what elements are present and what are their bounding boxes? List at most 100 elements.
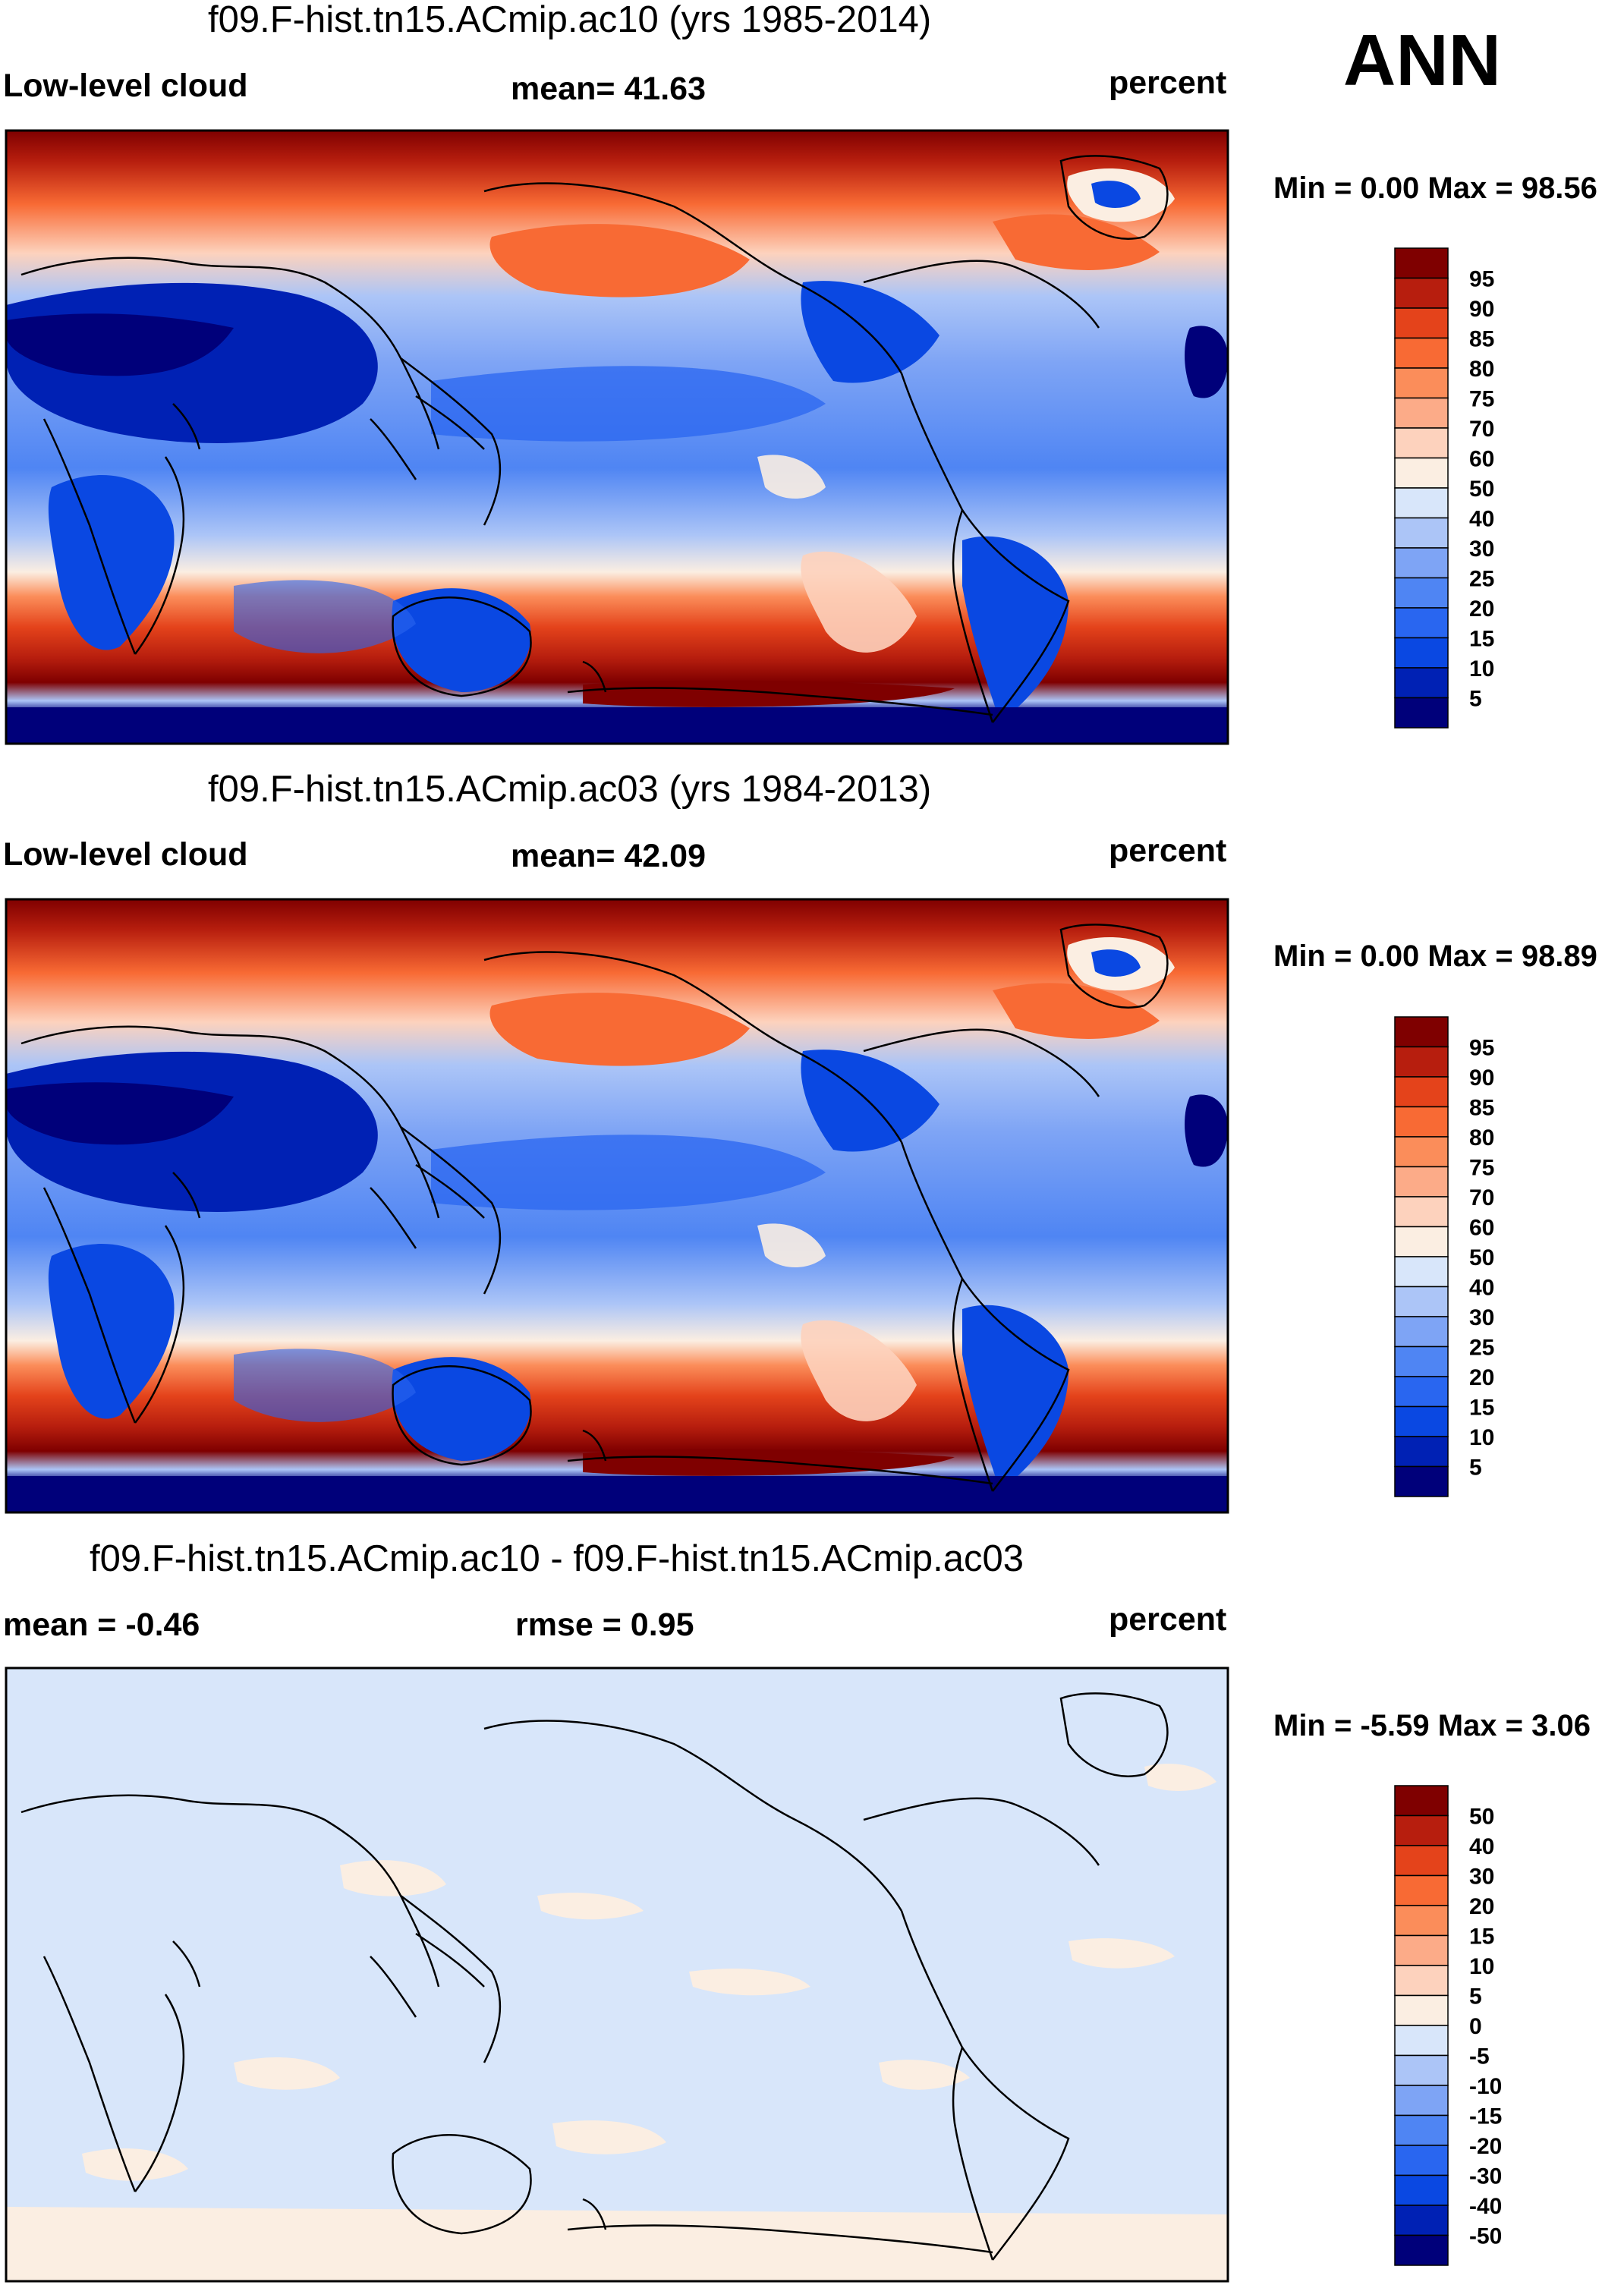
panel1-colorbar-tick-label: 5 [1469, 687, 1482, 712]
panel2-minmax: Min = 0.00 Max = 98.89 [1273, 939, 1597, 973]
panel2-colorbar-tick-label: 80 [1469, 1125, 1494, 1150]
panel3-colorbar-box [1394, 2234, 1449, 2266]
panel2-units-label: percent [1109, 832, 1227, 869]
panel2-colorbar-box [1394, 1196, 1449, 1228]
panel1-colorbar-tick-label: 20 [1469, 596, 1494, 622]
panel2-colorbar-box [1394, 1256, 1449, 1288]
panel3-minmax: Min = -5.59 Max = 3.06 [1273, 1709, 1591, 1742]
panel1-colorbar-tick-label: 40 [1469, 507, 1494, 532]
panel3-map [6, 1668, 1228, 2281]
panel1-colorbar-box [1394, 547, 1449, 579]
panel3-colorbar-tick-label: -10 [1469, 2074, 1502, 2099]
panel3-colorbar-box [1394, 1874, 1449, 1906]
panel1-colorbar-box [1394, 427, 1449, 459]
panel1-colorbar-tick-label: 30 [1469, 537, 1494, 562]
panel1-colorbar-box [1394, 307, 1449, 339]
panel2-colorbar-box [1394, 1016, 1449, 1048]
panel2-colorbar-box [1394, 1166, 1449, 1198]
panel2-colorbar-tick-label: 50 [1469, 1245, 1494, 1270]
panel2-map [6, 899, 1228, 1512]
panel1-colorbar-box [1394, 247, 1449, 279]
panel1-colorbar-tick-label: 75 [1469, 387, 1494, 412]
panel1-mean-label: mean= 41.63 [511, 71, 706, 107]
panel2-colorbar-box [1394, 1076, 1449, 1108]
panel1-colorbar-tick-label: 85 [1469, 327, 1494, 352]
panel2-variable-label: Low-level cloud [3, 836, 248, 873]
panel1-colorbar-tick-label: 90 [1469, 297, 1494, 322]
panel3-map-frame [5, 1667, 1229, 2283]
panel3-colorbar-tick-label: 5 [1469, 1984, 1482, 2010]
panel3-colorbar-box [1394, 2054, 1449, 2086]
season-label: ANN [1343, 20, 1501, 101]
panel2-colorbar-box [1394, 1465, 1449, 1497]
panel1-colorbar-box [1394, 517, 1449, 549]
panel1-minmax: Min = 0.00 Max = 98.56 [1273, 172, 1597, 205]
panel3-colorbar-box [1394, 2085, 1449, 2117]
panel1-colorbar-box [1394, 487, 1449, 519]
panel1-units-label: percent [1109, 65, 1227, 101]
panel1-colorbar-box [1394, 637, 1449, 669]
panel3-title: f09.F-hist.tn15.ACmip.ac10 - f09.F-hist.… [90, 1538, 1024, 1579]
panel2-colorbar-tick-label: 40 [1469, 1276, 1494, 1301]
panel3-rmse-label: rmse = 0.95 [515, 1607, 694, 1643]
panel1-title: f09.F-hist.tn15.ACmip.ac10 (yrs 1985-201… [208, 0, 932, 40]
panel2-colorbar-box [1394, 1405, 1449, 1437]
panel2-colorbar-tick-label: 5 [1469, 1456, 1482, 1481]
panel3-colorbar-tick-label: -40 [1469, 2194, 1502, 2219]
panel1-colorbar-tick-label: 70 [1469, 417, 1494, 442]
panel2-colorbar-box [1394, 1376, 1449, 1408]
panel3-colorbar-tick-label: 20 [1469, 1894, 1494, 1919]
panel2-colorbar-tick-label: 85 [1469, 1096, 1494, 1121]
panel1-colorbar-box [1394, 337, 1449, 369]
panel3-colorbar-box [1394, 1845, 1449, 1877]
panel3-colorbar-box [1394, 2174, 1449, 2206]
panel2-colorbar-box [1394, 1436, 1449, 1468]
panel3-units-label: percent [1109, 1601, 1227, 1638]
panel2-colorbar-tick-label: 20 [1469, 1365, 1494, 1390]
panel1-colorbar-tick-label: 10 [1469, 656, 1494, 681]
panel3-colorbar-tick-label: 10 [1469, 1954, 1494, 1979]
panel1-colorbar-tick-label: 60 [1469, 447, 1494, 472]
panel1-colorbar-box [1394, 277, 1449, 309]
panel2-colorbar-box [1394, 1286, 1449, 1317]
panel2-title: f09.F-hist.tn15.ACmip.ac03 (yrs 1984-201… [208, 769, 932, 810]
panel3-colorbar-box [1394, 1814, 1449, 1846]
panel2-colorbar-tick-label: 30 [1469, 1305, 1494, 1330]
panel3-colorbar-tick-label: -20 [1469, 2134, 1502, 2159]
panel3-colorbar-tick-label: 50 [1469, 1805, 1494, 1830]
panel2-colorbar-tick-label: 75 [1469, 1156, 1494, 1181]
panel3-colorbar-tick-label: -5 [1469, 2044, 1490, 2069]
panel1-colorbar-tick-label: 25 [1469, 567, 1494, 592]
panel1-colorbar-tick-label: 95 [1469, 267, 1494, 292]
panel2-colorbar-tick-label: 60 [1469, 1216, 1494, 1241]
panel3-colorbar-box [1394, 1965, 1449, 1997]
panel1-colorbar-box [1394, 697, 1449, 729]
panel2-colorbar-tick-label: 10 [1469, 1425, 1494, 1450]
panel2-colorbar-tick-label: 90 [1469, 1065, 1494, 1091]
panel1-colorbar-tick-label: 15 [1469, 627, 1494, 652]
panel3-colorbar-box [1394, 2205, 1449, 2236]
panel1-colorbar-tick-label: 80 [1469, 357, 1494, 382]
panel2-colorbar-box [1394, 1226, 1449, 1257]
panel3-colorbar-box [1394, 1785, 1449, 1817]
panel3-colorbar-box [1394, 2025, 1449, 2057]
panel2-colorbar-box [1394, 1046, 1449, 1078]
panel1-colorbar-box [1394, 667, 1449, 699]
panel3-colorbar-box [1394, 1934, 1449, 1966]
panel3-mean-label: mean = -0.46 [3, 1607, 200, 1643]
panel2-colorbar-tick-label: 95 [1469, 1036, 1494, 1061]
panel2-colorbar-box [1394, 1106, 1449, 1138]
panel1-variable-label: Low-level cloud [3, 68, 248, 104]
panel3-colorbar-tick-label: 40 [1469, 1834, 1494, 1859]
panel1-colorbar-box [1394, 367, 1449, 399]
panel1-colorbar-box [1394, 457, 1449, 489]
panel1-colorbar-box [1394, 397, 1449, 429]
panel3-colorbar-tick-label: -15 [1469, 2104, 1502, 2129]
panel3-colorbar-tick-label: -30 [1469, 2164, 1502, 2189]
panel3-colorbar-box [1394, 1994, 1449, 2026]
panel2-colorbar-box [1394, 1346, 1449, 1377]
panel1-colorbar-tick-label: 50 [1469, 477, 1494, 502]
panel3-colorbar-tick-label: 30 [1469, 1865, 1494, 1890]
panel1-map [6, 131, 1228, 744]
